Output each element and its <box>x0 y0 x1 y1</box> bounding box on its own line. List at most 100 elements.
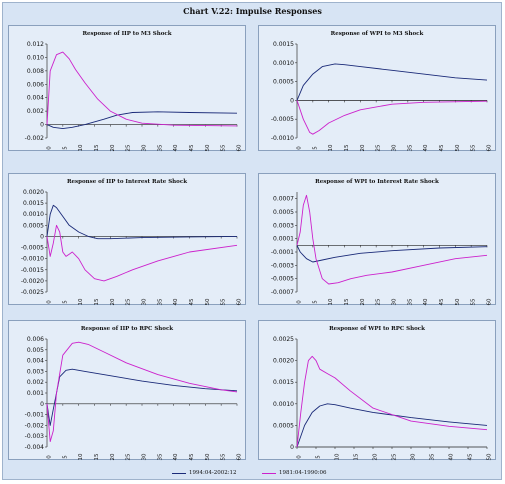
series-line-1 <box>46 111 238 130</box>
x-tick-label: 0 <box>47 455 53 459</box>
panel-iip-rpc: Response of IIP to RPC Shock 0.006 0.005 0… <box>8 320 246 461</box>
y-tick-label: 0.0003 <box>273 222 294 229</box>
x-tick-label: 20 <box>360 298 366 305</box>
panel-plot: 0.0007 0.0005 0.0003 0.0001 -0.0001 -0.0003 -0… <box>271 192 493 306</box>
panel-title: Response of IIP to RPC Shock <box>80 326 174 332</box>
y-tick-label: 0.008 <box>27 68 44 75</box>
x-tick-label: 0 <box>297 146 303 150</box>
x-tick-label: 45 <box>189 453 195 460</box>
x-tick-label: 45 <box>189 298 195 305</box>
y-tick-label: 0 <box>290 444 294 451</box>
x-tick-label: 15 <box>344 144 350 151</box>
y-tick-label: -0.0025 <box>21 289 44 296</box>
y-tick-label: -0.004 <box>25 444 45 451</box>
chart-title: Chart V.22: Impulse Responses <box>183 6 322 16</box>
x-tick-label: 15 <box>94 144 100 151</box>
x-tick-label: 15 <box>94 453 100 460</box>
y-tick-label: 0.0015 <box>273 379 294 386</box>
x-tick-label: 45 <box>439 298 445 305</box>
x-tick-label: 35 <box>157 298 163 305</box>
x-tick-label: 10 <box>328 298 334 305</box>
y-tick-label: -0.0010 <box>21 256 44 263</box>
x-tick-label: 35 <box>157 144 163 151</box>
x-tick-label: 55 <box>471 298 477 305</box>
y-tick-label: 0.012 <box>27 41 44 48</box>
y-tick-label: 0.0005 <box>273 209 294 216</box>
y-tick-label: 0.0005 <box>273 422 294 429</box>
y-tick-label: 0.0001 <box>273 236 294 243</box>
x-tick-label: 60 <box>487 298 493 305</box>
y-tick-label: 0.0010 <box>23 211 44 218</box>
panel-plot: 0.0025 0.0020 0.0015 0.0010 0.0005 00 5 10 15 20 2… <box>273 336 493 461</box>
x-tick-label: 40 <box>423 144 429 151</box>
x-tick-label: 55 <box>221 298 227 305</box>
x-tick-label: 40 <box>449 453 455 460</box>
y-tick-label: 0.006 <box>27 81 44 88</box>
legend-swatch-series1 <box>172 473 186 474</box>
legend-swatch-series2 <box>262 473 276 474</box>
x-tick-label: 30 <box>142 144 148 151</box>
x-tick-label: 35 <box>407 298 413 305</box>
panel-title: Response of WPI to RPC Shock <box>329 326 425 332</box>
series-line-2 <box>296 194 488 285</box>
x-tick-label: 35 <box>157 453 163 460</box>
x-tick-label: 60 <box>237 298 243 305</box>
y-tick-label: -0.0005 <box>21 245 44 252</box>
x-tick-label: 0 <box>47 300 53 304</box>
x-tick-label: 5 <box>62 146 68 150</box>
x-tick-label: 25 <box>126 453 132 460</box>
chart-legend: 1994:04-2002:12 1981:04-1990:06 <box>0 468 505 480</box>
y-tick-label: 0.002 <box>27 108 44 115</box>
x-tick-label: 15 <box>354 453 360 460</box>
y-tick-label: -0.0005 <box>271 276 294 283</box>
x-tick-label: 0 <box>297 300 303 304</box>
x-tick-label: 45 <box>189 144 195 151</box>
y-tick-label: 0 <box>40 233 44 240</box>
x-tick-label: 10 <box>78 298 84 305</box>
x-tick-label: 55 <box>221 453 227 460</box>
y-tick-label: -0.0020 <box>21 278 44 285</box>
y-tick-label: -0.001 <box>25 412 45 419</box>
y-tick-label: 0.0005 <box>273 79 294 86</box>
series-line-2 <box>46 224 238 282</box>
x-tick-label: 30 <box>142 298 148 305</box>
y-tick-label: 0.0015 <box>23 200 44 207</box>
x-tick-label: 50 <box>487 453 493 460</box>
x-tick-label: 40 <box>423 298 429 305</box>
x-tick-label: 20 <box>110 144 116 151</box>
x-tick-label: 5 <box>62 455 68 459</box>
x-tick-label: 0 <box>297 455 303 459</box>
x-tick-label: 15 <box>344 298 350 305</box>
series-line-2 <box>296 100 488 135</box>
x-tick-label: 10 <box>328 144 334 151</box>
series-line-1 <box>46 204 238 240</box>
panel-wpi-m3: Response of WPI to M3 Shock 0.0015 0.0010… <box>258 25 496 152</box>
x-tick-label: 60 <box>237 453 243 460</box>
y-tick-label: 0.001 <box>27 390 44 397</box>
x-tick-label: 50 <box>205 144 211 151</box>
x-tick-label: 40 <box>173 298 179 305</box>
y-tick-label: 0.004 <box>27 358 44 365</box>
x-tick-label: 30 <box>142 453 148 460</box>
panel-wpi-rpc: Response of WPI to RPC Shock 0.0025 0.002… <box>258 320 496 461</box>
x-tick-label: 10 <box>335 453 341 460</box>
y-tick-label: -0.002 <box>25 422 45 429</box>
y-tick-label: 0 <box>290 97 294 104</box>
panel-plot: 0.0020 0.0015 0.0010 0.0005 0 -0.0005 -0.0010 -… <box>21 189 243 306</box>
y-tick-label: -0.0003 <box>271 262 294 269</box>
series-line-2 <box>46 51 238 127</box>
x-tick-label: 55 <box>471 144 477 151</box>
x-tick-label: 35 <box>407 144 413 151</box>
y-tick-label: 0.0020 <box>273 358 294 365</box>
x-tick-label: 40 <box>173 453 179 460</box>
y-tick-label: -0.0005 <box>271 116 294 123</box>
y-tick-label: 0.010 <box>27 54 44 61</box>
y-tick-label: 0.006 <box>27 336 44 343</box>
x-tick-label: 20 <box>373 453 379 460</box>
panel-title: Response of IIP to Interest Rate Shock <box>66 179 188 185</box>
x-tick-label: 5 <box>312 300 318 304</box>
series-line-1 <box>296 245 488 263</box>
y-tick-label: 0.0007 <box>273 196 294 203</box>
